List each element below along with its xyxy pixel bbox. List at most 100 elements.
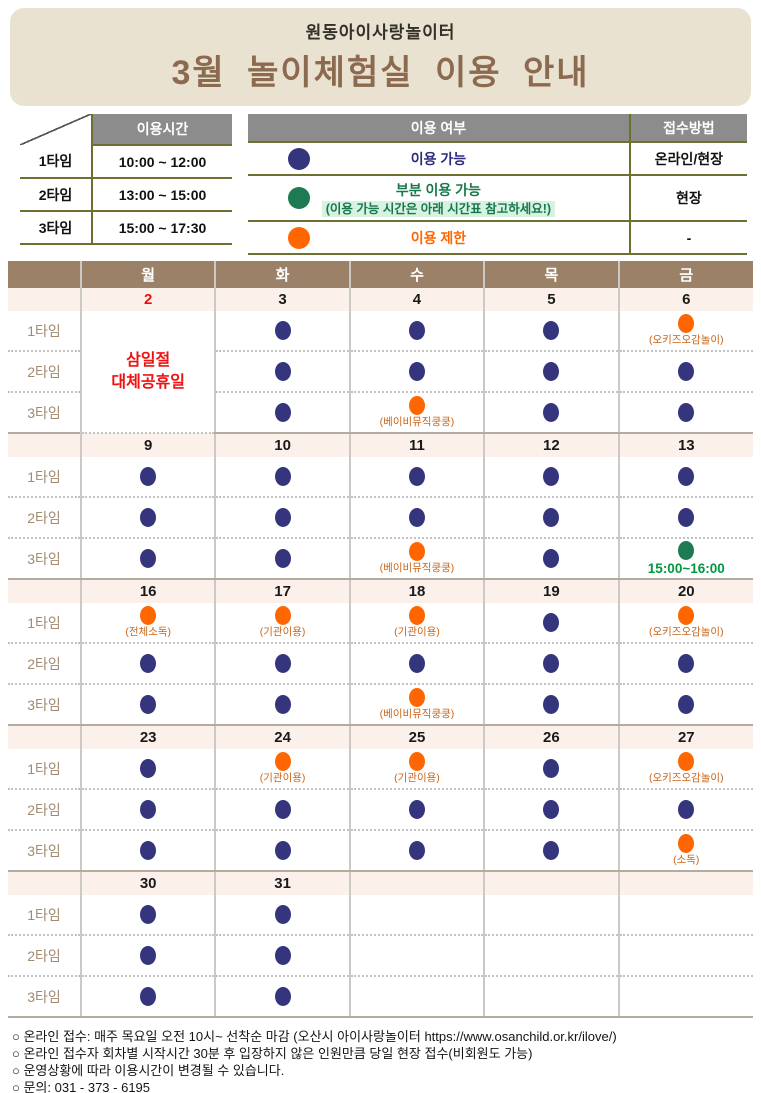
- time-label: 2타임: [8, 935, 81, 977]
- header-banner: 원동아이사랑놀이터 3월 놀이체험실 이용 안내: [10, 8, 751, 106]
- time-legend-header: 이용시간: [92, 114, 232, 146]
- slot-cell: [348, 895, 485, 936]
- status-legend-header: 이용 여부: [248, 114, 631, 143]
- time-label: 3타임: [8, 684, 81, 726]
- status-dot-icon: [408, 688, 425, 708]
- page-title: 3월 놀이체험실 이용 안내: [171, 54, 590, 92]
- date-label-cell: [8, 579, 81, 603]
- time-row-value: 15:00 ~ 17:30: [92, 211, 232, 245]
- date-cell: 6: [617, 288, 753, 311]
- status-dot-icon: [678, 654, 695, 673]
- slot-cell: [617, 935, 753, 977]
- slot-cell: [79, 976, 216, 1018]
- slot-row: 1타임: [8, 895, 753, 936]
- slot-cell: [483, 351, 619, 393]
- date-cell: 10: [214, 433, 350, 457]
- time-label: 1타임: [8, 603, 81, 644]
- slot-cell: [79, 457, 216, 498]
- slot-cell: 15:00~16:00: [617, 538, 753, 580]
- date-cell: 30: [79, 871, 216, 895]
- slot-cell: [483, 457, 619, 498]
- status-dot-icon: [140, 549, 157, 568]
- slot-caption: (소독): [673, 854, 700, 867]
- calendar-table: 월 화 수 목 금 2 3 4 5 6 1타임 삼일절 대체공휴일 (오키즈오감놀이) 2타임 3타임 (베이비…: [8, 261, 753, 1018]
- slot-cell: [483, 538, 619, 580]
- slot-cell: [483, 643, 619, 685]
- slot-cell: [214, 457, 350, 498]
- slot-cell: [617, 351, 753, 393]
- slot-cell: [617, 789, 753, 831]
- time-label: 1타임: [8, 749, 81, 790]
- date-cell: 11: [348, 433, 485, 457]
- day-header: 목: [483, 261, 619, 288]
- status-sublabel: (이용 가능 시간은 아래 시간표 참고하세요!): [321, 200, 556, 217]
- status-dot-icon: [408, 752, 425, 772]
- time-legend-table: 이용시간 1타임 10:00 ~ 12:00 2타임 13:00 ~ 15:00…: [20, 114, 232, 245]
- slot-cell: [214, 351, 350, 393]
- date-cell: 5: [483, 288, 619, 311]
- status-dot-icon: [274, 467, 291, 486]
- slot-cell: [483, 935, 619, 977]
- status-dot-icon: [274, 841, 291, 860]
- date-cell: 2: [79, 288, 216, 311]
- slot-cell: [483, 311, 619, 352]
- date-cell: 25: [348, 725, 485, 749]
- slot-cell: [79, 538, 216, 580]
- slot-cell: [79, 789, 216, 831]
- date-label-cell: [8, 725, 81, 749]
- slot-cell: [483, 895, 619, 936]
- slot-cell: [214, 976, 350, 1018]
- slot-cell: [617, 976, 753, 1018]
- status-dot-icon: [274, 905, 291, 924]
- status-row-partial: 부분 이용 가능 (이용 가능 시간은 아래 시간표 참고하세요!): [248, 175, 631, 222]
- day-header: 화: [214, 261, 350, 288]
- slot-row: 1타임 삼일절 대체공휴일 (오키즈오감놀이): [8, 311, 753, 434]
- slot-cell: [483, 603, 619, 644]
- slot-cell: [214, 789, 350, 831]
- status-dot-icon: [274, 606, 291, 626]
- legend-section: 이용시간 1타임 10:00 ~ 12:00 2타임 13:00 ~ 15:00…: [20, 114, 747, 255]
- status-dot-icon: [274, 362, 291, 381]
- slot-cell: [483, 789, 619, 831]
- slot-cell: [483, 497, 619, 539]
- status-dot-icon: [274, 752, 291, 772]
- method-value: 온라인/현장: [629, 142, 747, 176]
- slot-cell: [214, 935, 350, 977]
- slot-cell: [348, 830, 485, 872]
- slot-cell: [348, 457, 485, 498]
- status-dot-icon: [543, 613, 560, 632]
- status-dot-icon: [543, 321, 560, 340]
- status-dot-icon: [408, 467, 425, 486]
- date-cell: 12: [483, 433, 619, 457]
- slot-cell: [348, 976, 485, 1018]
- slot-cell: [348, 497, 485, 539]
- available-dot-icon: [288, 147, 310, 170]
- status-dot-icon: [678, 403, 695, 422]
- time-row-label: 3타임: [20, 211, 93, 245]
- time-label: 1타임: [8, 311, 81, 352]
- status-dot-icon: [408, 606, 425, 626]
- slot-row: 2타임: [8, 497, 753, 539]
- day-header: 월: [79, 261, 216, 288]
- slot-cell: [79, 895, 216, 936]
- status-row-restricted: 이용 제한: [248, 221, 631, 255]
- date-cell: 13: [617, 433, 753, 457]
- slot-cell: [483, 749, 619, 790]
- slot-cell: [617, 457, 753, 498]
- date-cell: 24: [214, 725, 350, 749]
- slot-cell: [79, 643, 216, 685]
- slot-cell: (기관이용): [348, 603, 485, 644]
- status-label: 이용 제한: [410, 229, 467, 246]
- date-label-cell: [8, 433, 81, 457]
- slot-row: 1타임 (기관이용) (기관이용) (오키즈오감놀이): [8, 749, 753, 790]
- holiday-note-line: 삼일절: [126, 351, 171, 369]
- slot-caption: (기관이용): [259, 626, 306, 639]
- footer-notes: ○ 온라인 접수: 매주 목요일 오전 10시~ 선착순 마감 (오산시 아이사…: [12, 1028, 761, 1093]
- status-dot-icon: [543, 654, 560, 673]
- status-dot-icon: [678, 834, 695, 854]
- status-dot-icon: [274, 508, 291, 527]
- status-dot-icon: [543, 508, 560, 527]
- slot-row: 3타임 (베이비뮤직쿵쿵): [8, 684, 753, 726]
- date-cell: [348, 871, 485, 895]
- status-dot-icon: [408, 362, 425, 381]
